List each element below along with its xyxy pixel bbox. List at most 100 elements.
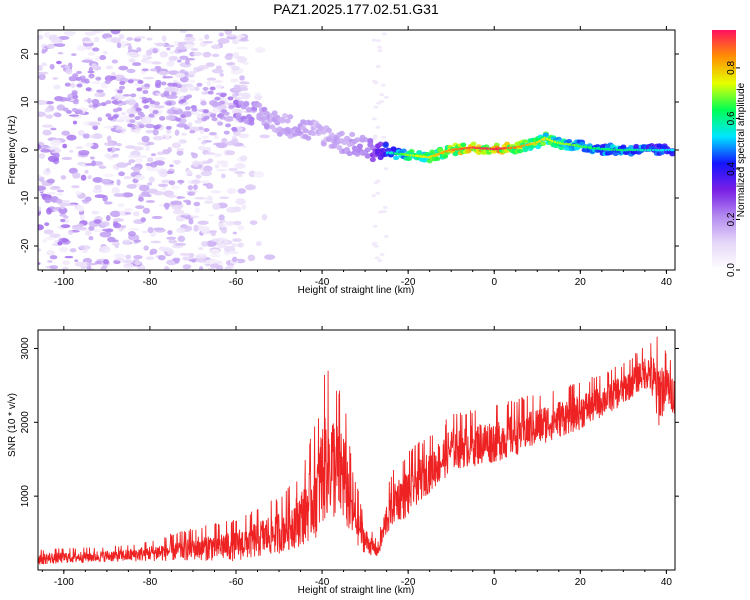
heatmap-cell: [106, 135, 112, 142]
heatmap-cell: [38, 153, 46, 159]
heatmap-cell: [140, 217, 147, 223]
heatmap-cell: [377, 259, 383, 263]
heatmap-cell: [142, 54, 149, 59]
heatmap-cell: [371, 117, 377, 121]
heatmap-cell: [155, 43, 166, 47]
heatmap-cell: [72, 120, 78, 125]
heatmap-cell: [374, 256, 380, 260]
heatmap-cell: [372, 224, 378, 228]
spectrogram-marks: [38, 30, 675, 270]
heatmap-cell: [112, 218, 124, 222]
heatmap-cell: [177, 41, 184, 48]
heatmap-cell: [241, 92, 251, 100]
heatmap-cell: [53, 152, 60, 158]
heatmap-cell: [57, 241, 63, 246]
heatmap-cell: [72, 172, 81, 179]
heatmap-cell: [49, 186, 61, 191]
y-tick-label: 10: [20, 96, 31, 108]
heatmap-cell: [200, 170, 213, 177]
heatmap-cell: [230, 138, 239, 146]
heatmap-cell: [88, 235, 94, 241]
heatmap-cell: [76, 83, 83, 88]
heatmap-cell: [214, 96, 221, 101]
heatmap-cell: [233, 88, 242, 91]
heatmap-cell: [172, 209, 185, 215]
heatmap-cell: [148, 176, 155, 183]
y-tick-label: 20: [20, 48, 31, 60]
heatmap-cell: [48, 43, 55, 49]
heatmap-cell: [375, 39, 381, 43]
heatmap-cell: [124, 212, 132, 215]
heatmap-cell: [92, 103, 99, 108]
heatmap-cell: [117, 203, 125, 208]
heatmap-cell: [195, 174, 202, 179]
heatmap-cell: [237, 225, 245, 231]
heatmap-cell: [224, 239, 229, 245]
colorbar-tick-label: 0.2: [726, 212, 737, 226]
heatmap-cell: [68, 167, 78, 174]
heatmap-cell: [254, 92, 262, 96]
heatmap-cell: [201, 141, 207, 145]
heatmap-cell: [60, 224, 71, 229]
heatmap-cell: [100, 102, 107, 107]
heatmap-cell: [129, 119, 136, 124]
heatmap-cell: [203, 115, 210, 120]
heatmap-cell: [134, 260, 142, 266]
heatmap-cell: [222, 164, 230, 168]
heatmap-cell: [122, 263, 134, 269]
heatmap-cell: [111, 187, 120, 194]
heatmap-cell: [126, 107, 138, 115]
heatmap-cell: [202, 40, 214, 44]
heatmap-cell: [127, 227, 140, 231]
heatmap-cell: [38, 100, 48, 105]
heatmap-cell: [176, 150, 184, 156]
heatmap-cell: [197, 145, 207, 151]
heatmap-cell: [208, 132, 217, 136]
heatmap-cell: [100, 178, 113, 185]
heatmap-cell: [217, 222, 225, 228]
heatmap-cell: [92, 47, 100, 52]
heatmap-cell: [243, 101, 250, 107]
heatmap-cell: [169, 50, 175, 55]
heatmap-cell: [195, 259, 207, 263]
heatmap-cell: [166, 47, 171, 51]
heatmap-cell: [45, 167, 51, 173]
heatmap-cell: [110, 30, 121, 35]
heatmap-cell: [239, 75, 245, 81]
heatmap-cell: [126, 184, 137, 189]
heatmap-cell: [97, 117, 103, 122]
heatmap-cell: [54, 95, 64, 102]
heatmap-cell: [377, 45, 383, 49]
heatmap-cell: [229, 250, 239, 255]
heatmap-cell: [42, 238, 48, 244]
heatmap-cell: [105, 100, 112, 105]
heatmap-cell: [167, 82, 174, 87]
heatmap-cell: [125, 254, 132, 260]
heatmap-cell: [122, 239, 132, 245]
heatmap-cell: [241, 145, 247, 148]
heatmap-cell: [64, 65, 71, 69]
heatmap-cell: [80, 174, 87, 181]
heatmap-cell: [93, 184, 102, 190]
heatmap-cell: [96, 89, 104, 94]
heatmap-cell: [133, 146, 144, 151]
heatmap-cell: [65, 31, 75, 37]
heatmap-cell: [112, 114, 119, 119]
heatmap-cell: [138, 124, 145, 129]
heatmap-cell: [180, 113, 187, 118]
heatmap-cell: [166, 129, 172, 134]
heatmap-cell: [215, 101, 222, 106]
heatmap-cell: [188, 218, 194, 225]
heatmap-cell: [203, 128, 210, 133]
heatmap-cell: [157, 255, 166, 261]
heatmap-cell: [89, 135, 95, 139]
heatmap-cell: [63, 215, 69, 219]
heatmap-cell: [119, 85, 126, 90]
heatmap-cell: [648, 143, 655, 148]
heatmap-cell: [221, 173, 226, 179]
heatmap-cell: [105, 113, 112, 118]
heatmap-cell: [225, 123, 232, 128]
heatmap-cell: [382, 205, 388, 209]
heatmap-cell: [220, 219, 226, 223]
